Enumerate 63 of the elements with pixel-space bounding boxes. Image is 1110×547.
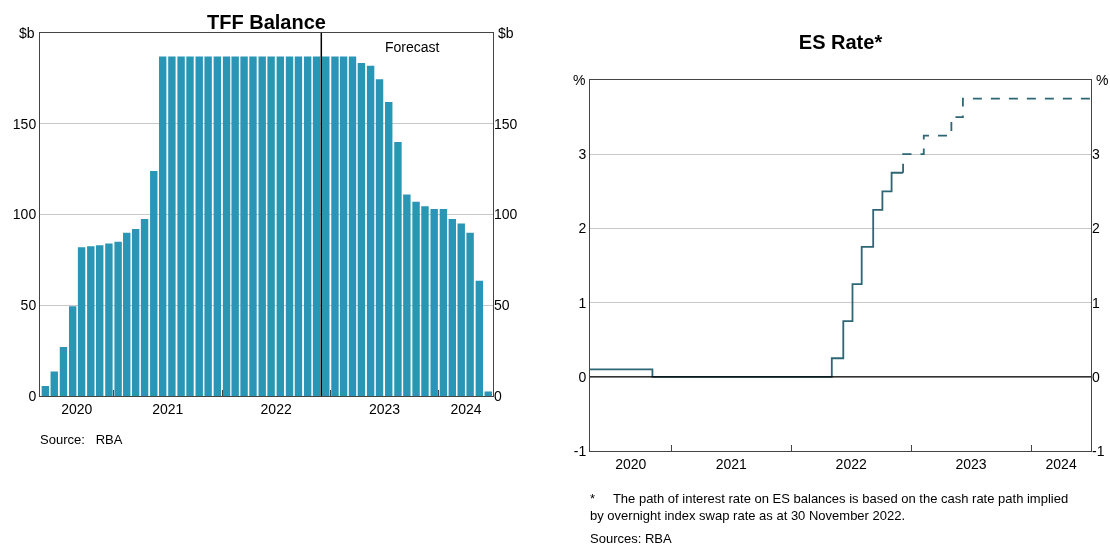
y-axis-title: % — [573, 72, 586, 88]
y-tick-label: -1 — [573, 442, 587, 459]
bar — [276, 56, 285, 396]
y-tick-label: 3 — [578, 146, 587, 163]
bar — [366, 65, 375, 396]
bar — [475, 280, 484, 396]
bar — [348, 56, 357, 396]
bar — [303, 56, 312, 396]
x-tick-label: 2020 — [615, 455, 647, 472]
x-tick-label: 2023 — [369, 400, 401, 417]
bar — [68, 306, 77, 396]
y-tick-label: 0 — [28, 387, 37, 404]
bar — [50, 371, 58, 396]
y2-tick-label: 100 — [494, 206, 518, 223]
bar — [439, 209, 448, 396]
chart-title: TFF Balance — [207, 11, 326, 33]
bar — [77, 247, 86, 396]
y2-tick-label: 50 — [494, 297, 510, 314]
x-tick-label: 2023 — [955, 455, 987, 472]
bar — [131, 229, 140, 396]
bar — [294, 56, 303, 396]
bar — [385, 101, 393, 396]
x-tick-label: 2022 — [260, 400, 292, 417]
bar — [448, 219, 457, 396]
y-tick-label: 50 — [20, 297, 37, 314]
y2-axis-title: $b — [498, 25, 514, 41]
y-tick-label: 100 — [12, 206, 37, 223]
x-tick-label: 2022 — [835, 455, 867, 472]
y2-tick-label: 1 — [1092, 294, 1100, 311]
bar — [322, 56, 330, 396]
bar — [59, 347, 68, 396]
source-note: Sources: RBA — [590, 530, 673, 547]
y2-tick-label: 0 — [1092, 368, 1100, 385]
y2-axis-title: % — [1096, 72, 1109, 88]
bar — [357, 62, 366, 396]
y-tick-label: 150 — [12, 115, 37, 132]
bar — [158, 56, 167, 396]
ref-line-label: Forecast — [385, 39, 440, 55]
bar — [140, 219, 149, 396]
bar — [285, 56, 294, 396]
y2-tick-label: 3 — [1092, 146, 1100, 163]
source-note: Source: RBA — [40, 431, 124, 448]
y2-tick-label: -1 — [1092, 442, 1105, 459]
y-tick-label: 0 — [578, 368, 587, 385]
bar — [375, 79, 384, 396]
x-tick-label: 2024 — [1045, 455, 1077, 472]
bar — [484, 391, 492, 396]
x-tick-label: 2024 — [450, 400, 482, 417]
y2-tick-label: 2 — [1092, 220, 1100, 237]
y2-tick-label: 150 — [494, 115, 518, 132]
chart-title: ES Rate* — [798, 31, 883, 53]
bar — [312, 56, 321, 396]
x-tick-label: 2020 — [61, 400, 93, 417]
y2-tick-label: 0 — [494, 387, 502, 404]
y-tick-label: 2 — [578, 220, 587, 237]
y-axis-title: $b — [19, 25, 35, 41]
bar — [213, 56, 222, 396]
bar — [150, 170, 158, 396]
text: * The path of interest rate on ES balances is based on the cash rate path implied by overnight index swap rate as at 30 November 2022. — [590, 490, 1070, 524]
x-tick-label: 2021 — [152, 400, 184, 417]
y-tick-label: 1 — [578, 294, 587, 311]
x-tick-label: 2021 — [715, 455, 748, 472]
bar — [41, 386, 50, 396]
